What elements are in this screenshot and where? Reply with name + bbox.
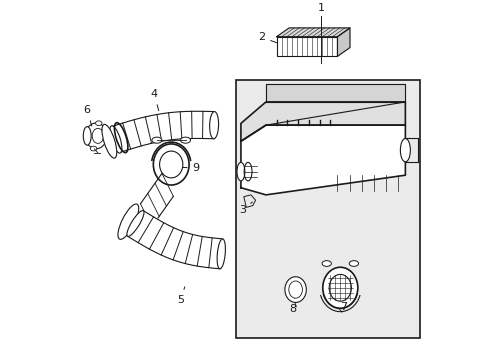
Ellipse shape: [85, 123, 107, 149]
Ellipse shape: [217, 239, 225, 269]
Text: 7: 7: [340, 291, 347, 312]
Text: 6: 6: [83, 105, 92, 126]
Ellipse shape: [83, 127, 91, 145]
Ellipse shape: [118, 204, 139, 239]
Ellipse shape: [152, 137, 162, 143]
Polygon shape: [127, 211, 222, 269]
Text: 4: 4: [150, 89, 159, 111]
Ellipse shape: [102, 124, 117, 158]
Text: 3: 3: [238, 202, 252, 215]
Polygon shape: [241, 102, 405, 141]
Polygon shape: [265, 84, 405, 102]
Ellipse shape: [153, 144, 189, 185]
Ellipse shape: [95, 121, 102, 126]
Text: 5: 5: [177, 287, 184, 305]
Polygon shape: [337, 28, 349, 56]
Ellipse shape: [109, 126, 122, 153]
Bar: [276, 37, 337, 56]
Ellipse shape: [288, 281, 302, 298]
Ellipse shape: [127, 211, 144, 237]
Ellipse shape: [180, 137, 190, 143]
Ellipse shape: [322, 261, 331, 266]
Polygon shape: [111, 111, 214, 152]
Text: 9: 9: [182, 163, 200, 173]
Ellipse shape: [328, 274, 351, 301]
Ellipse shape: [159, 151, 183, 178]
Text: 1: 1: [317, 3, 324, 13]
Ellipse shape: [400, 139, 409, 162]
Bar: [235, 81, 419, 338]
Ellipse shape: [348, 261, 358, 266]
Ellipse shape: [322, 267, 357, 309]
Text: 8: 8: [289, 292, 296, 314]
Ellipse shape: [209, 112, 218, 139]
Ellipse shape: [285, 277, 305, 302]
Polygon shape: [276, 28, 349, 37]
Ellipse shape: [90, 146, 97, 151]
Ellipse shape: [92, 129, 103, 143]
Ellipse shape: [237, 162, 244, 181]
Text: 2: 2: [258, 32, 283, 45]
Polygon shape: [241, 125, 405, 195]
